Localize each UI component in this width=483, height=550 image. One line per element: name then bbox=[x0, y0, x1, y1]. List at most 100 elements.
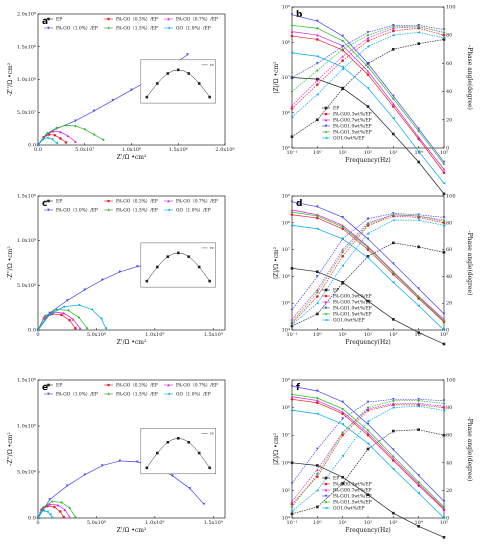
legend-marker bbox=[324, 130, 328, 134]
phase-point bbox=[392, 399, 395, 402]
legend-marker bbox=[324, 124, 328, 128]
legend-marker bbox=[324, 288, 328, 292]
phase-point bbox=[290, 323, 294, 326]
phase-point bbox=[442, 402, 446, 405]
modulus-point bbox=[341, 410, 344, 414]
phase-line bbox=[291, 398, 445, 484]
series-line bbox=[37, 137, 57, 146]
inset-point bbox=[166, 440, 170, 444]
modulus-point bbox=[442, 500, 446, 503]
modulus-point bbox=[442, 181, 446, 185]
data-point bbox=[111, 99, 115, 102]
data-point bbox=[66, 134, 70, 138]
modulus-point bbox=[341, 475, 344, 479]
phase-point bbox=[316, 69, 319, 72]
modulus-point bbox=[442, 160, 446, 164]
modulus-point bbox=[417, 295, 420, 299]
phase-point bbox=[341, 281, 344, 285]
phase-point bbox=[366, 39, 370, 43]
phase-point bbox=[341, 67, 344, 71]
modulus-point bbox=[316, 216, 319, 220]
phase-point bbox=[392, 33, 395, 37]
legend-entry: PA-GO0.7wt%/EP bbox=[333, 119, 372, 124]
modulus-point bbox=[316, 464, 319, 467]
y-tick-label: 10⁸ bbox=[282, 220, 290, 226]
modulus-point bbox=[316, 401, 319, 405]
phase-point bbox=[366, 33, 370, 37]
phase-point bbox=[417, 218, 420, 222]
data-point bbox=[42, 509, 46, 512]
x-tick-label: 5.0x10⁷ bbox=[75, 147, 94, 153]
modulus-point bbox=[417, 287, 420, 290]
phase-point bbox=[316, 505, 319, 509]
data-point bbox=[100, 278, 104, 282]
inset-frame bbox=[140, 59, 216, 104]
legend-entry: PA-GO1.5wt%/EP bbox=[333, 313, 372, 318]
data-point bbox=[67, 309, 70, 312]
data-point bbox=[63, 508, 67, 512]
x-tick-label: 0.0 bbox=[34, 147, 42, 153]
x-tick-label: 1.5x10⁹ bbox=[204, 332, 223, 338]
x-axis-label: Z'/Ω •cm² bbox=[117, 154, 147, 161]
panel-letter: e bbox=[42, 383, 48, 393]
data-point bbox=[48, 313, 51, 317]
modulus-point bbox=[366, 431, 370, 435]
panel-letter: d bbox=[296, 199, 302, 209]
legend-marker bbox=[167, 199, 170, 203]
phase-point bbox=[290, 317, 294, 321]
phase-point bbox=[341, 254, 344, 258]
phase-point bbox=[442, 31, 446, 34]
inset-point bbox=[208, 279, 211, 283]
phase-point bbox=[417, 25, 420, 29]
y-tick-label: 5.0x10⁸ bbox=[17, 283, 36, 289]
modulus-point bbox=[341, 216, 344, 219]
y2-tick-label: 100 bbox=[446, 378, 456, 384]
phase-point bbox=[417, 214, 420, 218]
inset-point bbox=[156, 265, 159, 269]
y-tick-label: 10⁶ bbox=[282, 110, 290, 116]
legend-entry: PA-GO（1.5%）/EP bbox=[116, 26, 158, 32]
phase-point bbox=[442, 218, 446, 222]
data-point bbox=[74, 326, 77, 330]
phase-point bbox=[417, 213, 420, 217]
data-point bbox=[42, 505, 46, 509]
data-point bbox=[85, 326, 89, 330]
data-point bbox=[102, 138, 105, 142]
legend-entry: PA-GO（0.7%）/EP bbox=[176, 199, 218, 205]
data-point bbox=[77, 316, 81, 319]
data-point bbox=[65, 299, 69, 302]
inset-point bbox=[208, 95, 211, 99]
series-line bbox=[37, 124, 104, 146]
legend-marker bbox=[167, 208, 170, 212]
phase-point bbox=[316, 79, 319, 82]
phase-point bbox=[316, 275, 319, 278]
phase-point bbox=[366, 222, 370, 226]
legend-marker bbox=[324, 136, 328, 140]
legend-entry: PA-GO（1.0%）/EP bbox=[56, 26, 98, 32]
y2-tick-label: 0 bbox=[446, 328, 449, 334]
legend-marker bbox=[324, 312, 328, 316]
phase-point bbox=[316, 447, 319, 451]
data-point bbox=[53, 505, 56, 509]
modulus-point bbox=[290, 210, 294, 214]
phase-point bbox=[341, 433, 344, 437]
data-point bbox=[46, 136, 49, 140]
y2-tick-label: 80 bbox=[446, 220, 452, 226]
phase-point bbox=[290, 512, 294, 516]
phase-point bbox=[392, 402, 395, 405]
inset-point bbox=[197, 82, 201, 85]
y-tick-label: 1.5x10⁹ bbox=[17, 194, 36, 200]
modulus-point bbox=[341, 34, 344, 38]
x-tick-label: 10⁻¹ bbox=[286, 150, 297, 156]
data-point bbox=[99, 317, 103, 320]
x-axis-label: Z'/Ω •cm² bbox=[117, 527, 147, 534]
y-tick-label: 2.0x10⁸ bbox=[17, 12, 36, 18]
modulus-point bbox=[392, 262, 395, 265]
phase-point bbox=[366, 221, 370, 225]
modulus-point bbox=[442, 505, 446, 509]
x-axis-label: Frequency(Hz) bbox=[345, 157, 391, 164]
phase-point bbox=[392, 48, 395, 51]
x-tick-label: 10² bbox=[364, 520, 372, 526]
phase-point bbox=[316, 475, 319, 478]
data-point bbox=[55, 141, 58, 145]
